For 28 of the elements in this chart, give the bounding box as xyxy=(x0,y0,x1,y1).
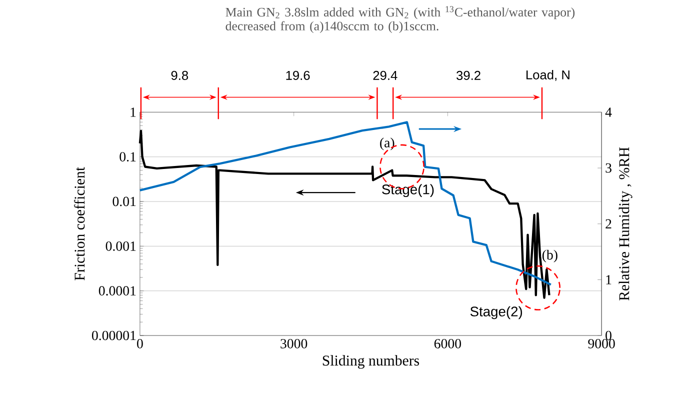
text: Load, N xyxy=(526,70,570,81)
y-tick-label: 0.001 xyxy=(106,241,136,251)
y-tick-label: 0.00001 xyxy=(92,330,136,340)
y2-axis-title: Relative Humidity , %RH xyxy=(618,147,632,300)
text: 39.2 xyxy=(456,70,480,80)
chart-title: Main GN$_{2}$ 3.8slm added with GN$_{2}$ (with $^{13}$C-ethanol/water vapor) decreased from (a)140sccm to (b)1sccm. xyxy=(226,6,575,33)
y2-tick-label: 1 xyxy=(606,275,612,284)
text: 9.8 xyxy=(171,70,188,80)
y-tick-label: 0.1 xyxy=(120,152,136,162)
text: 29.4 xyxy=(373,70,398,80)
y-tick-label: 0.01 xyxy=(112,196,136,206)
annotation: Stage(1) xyxy=(382,184,434,198)
y2-tick-label: 2 xyxy=(606,219,612,228)
y2-tick-label: 0 xyxy=(606,330,612,340)
x-tick-label: 9000 xyxy=(588,339,615,348)
y2-tick-label: 3 xyxy=(606,163,612,173)
annotation: (a) xyxy=(380,138,394,150)
y-tick-label: 1 xyxy=(130,108,136,117)
x-tick-label: 3000 xyxy=(280,339,308,348)
annotation: (b) xyxy=(542,250,558,262)
x-axis-title: Sliding numbers xyxy=(322,355,420,369)
y2-tick-label: 4 xyxy=(605,108,612,117)
x-tick-label: 6000 xyxy=(434,339,461,348)
y-tick-label: 0.0001 xyxy=(98,286,136,296)
x-tick-label: 0 xyxy=(137,339,143,348)
annotation: Stage(2) xyxy=(470,306,522,320)
text: 19.6 xyxy=(286,70,310,80)
y-axis-title: Friction coefficient xyxy=(74,167,85,280)
